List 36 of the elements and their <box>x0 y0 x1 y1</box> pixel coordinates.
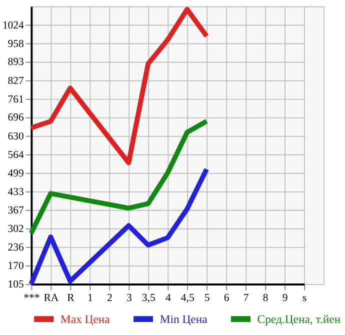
x-tick-label: 8 <box>262 292 268 304</box>
x-tick-label: 3 <box>126 292 132 304</box>
line-series <box>28 6 210 166</box>
x-tick-label: 2 <box>106 292 112 304</box>
y-tick-label: 564 <box>8 148 25 161</box>
legend-label: Min Цена <box>160 312 208 326</box>
x-tick-label: 6 <box>224 292 230 304</box>
x-tick-label: 7 <box>243 292 250 304</box>
y-tick-label: 958 <box>8 38 24 50</box>
x-tick-label: R <box>67 292 76 304</box>
x-tick-label: 9 <box>282 292 288 304</box>
x-tick-label: *** <box>24 292 40 304</box>
x-tick-label: 5 <box>204 292 210 304</box>
legend-label: Max Цена <box>60 312 111 326</box>
line-series <box>28 118 210 236</box>
x-tick-label: 4 <box>165 292 172 304</box>
y-tick-label: 893 <box>8 56 24 68</box>
x-tick-label: 4,5 <box>180 292 194 304</box>
y-tick-label: 170 <box>8 260 24 272</box>
y-tick-label: 696 <box>8 112 25 124</box>
line-series <box>28 166 210 286</box>
x-tick-label: 3,5 <box>142 292 156 304</box>
y-tick-label: 827 <box>8 74 25 87</box>
y-tick-label: 433 <box>8 186 24 198</box>
x-tick-label: s <box>302 292 307 304</box>
y-tick-label: 761 <box>8 93 24 106</box>
y-tick-label: 499 <box>8 167 24 180</box>
y-tick-label: 236 <box>8 241 25 254</box>
x-tick-label: 1 <box>87 292 93 304</box>
y-tick-label: 105 <box>8 278 24 290</box>
x-tick-label: RA <box>44 292 59 304</box>
y-tick-label: 1024 <box>2 19 25 32</box>
legend-label: Сред.Цена, т.йен <box>257 312 341 326</box>
y-tick-label: 367 <box>8 204 25 217</box>
y-tick-label: 630 <box>8 130 24 142</box>
y-tick-label: 302 <box>8 222 24 235</box>
